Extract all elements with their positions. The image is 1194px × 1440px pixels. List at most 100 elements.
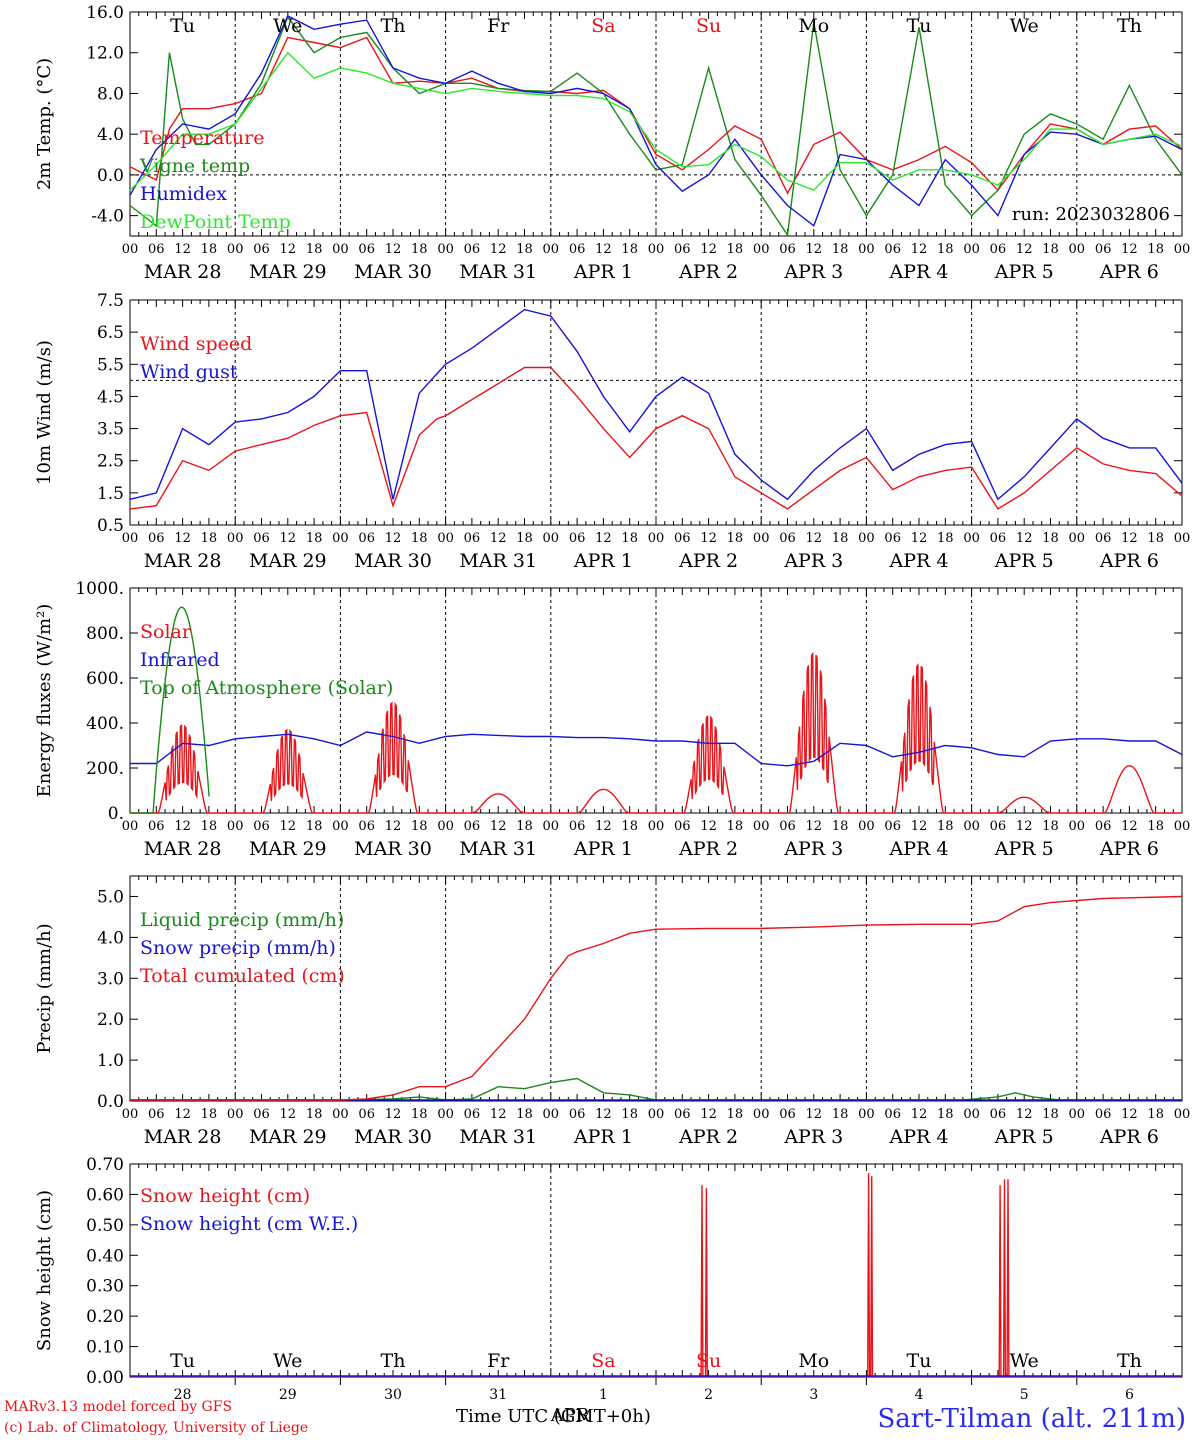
panel-precip <box>129 875 1183 1102</box>
hour-tick-label: 00 <box>753 531 770 546</box>
date-label: APR 2 <box>678 838 738 860</box>
hour-tick-label: 00 <box>543 531 560 546</box>
hour-tick-label: 18 <box>1147 819 1164 834</box>
hour-tick-label: 12 <box>385 531 402 546</box>
hour-tick-label: 18 <box>411 531 428 546</box>
weekday-label: Sa <box>591 15 615 37</box>
date-label: MAR 28 <box>144 550 222 572</box>
y-tick-label: 0.30 <box>86 1277 124 1297</box>
weekday-label: We <box>1010 15 1039 37</box>
weekday-label: Tu <box>907 1350 932 1372</box>
month-label: APR <box>550 1405 590 1426</box>
hour-tick-label: 12 <box>490 1107 507 1122</box>
hour-tick-label: 06 <box>884 1107 901 1122</box>
hour-tick-label: 12 <box>700 819 717 834</box>
hour-tick-label: 12 <box>700 531 717 546</box>
hour-tick-label: 12 <box>490 242 507 257</box>
legend-entry: Infrared <box>140 649 220 671</box>
hour-tick-label: 12 <box>595 242 612 257</box>
hour-tick-label: 18 <box>306 242 323 257</box>
date-label: APR 3 <box>783 261 843 283</box>
hour-tick-label: 00 <box>963 242 980 257</box>
weekday-label: We <box>1010 1350 1039 1372</box>
hour-tick-label: 06 <box>464 242 481 257</box>
hour-tick-label: 18 <box>937 531 954 546</box>
legend-entry: Snow height (cm) <box>140 1185 310 1207</box>
hour-tick-label: 06 <box>253 531 270 546</box>
hour-tick-label: 18 <box>516 1107 533 1122</box>
legend-entry: Humidex <box>140 183 227 205</box>
hour-tick-label: 18 <box>1147 531 1164 546</box>
hour-tick-label: 00 <box>122 242 139 257</box>
hour-tick-label: 18 <box>306 1107 323 1122</box>
weekday-label: We <box>273 1350 302 1372</box>
date-label: MAR 30 <box>354 1126 432 1148</box>
hour-tick-label: 00 <box>648 1107 665 1122</box>
weekday-label: Th <box>1117 1350 1142 1372</box>
hour-tick-label: 12 <box>280 242 297 257</box>
hour-tick-label: 18 <box>516 531 533 546</box>
series-line-vigne-temp <box>129 15 1183 237</box>
hour-tick-label: 00 <box>122 819 139 834</box>
y-axis-label: 10m Wind (m/s) <box>34 340 55 485</box>
date-number-label: 28 <box>174 1387 192 1403</box>
date-label: APR 5 <box>994 838 1054 860</box>
hour-tick-label: 06 <box>990 819 1007 834</box>
hour-tick-label: 12 <box>595 819 612 834</box>
hour-tick-label: 12 <box>911 819 928 834</box>
hour-tick-label: 06 <box>1095 242 1112 257</box>
hour-tick-label: 18 <box>621 242 638 257</box>
hour-tick-label: 00 <box>1174 242 1191 257</box>
date-number-label: 1 <box>599 1387 608 1403</box>
y-tick-label: -4.0 <box>91 207 124 227</box>
date-label: APR 2 <box>678 261 738 283</box>
hour-tick-label: 00 <box>963 531 980 546</box>
hour-tick-label: 18 <box>516 242 533 257</box>
hour-tick-label: 06 <box>990 242 1007 257</box>
y-tick-label: 12.0 <box>86 44 124 64</box>
hour-tick-label: 18 <box>621 531 638 546</box>
hour-tick-label: 12 <box>911 531 928 546</box>
y-tick-label: 6.5 <box>97 323 124 343</box>
series-line-top-of-atmosphere-solar- <box>130 606 210 814</box>
legend-entry: Temperature <box>140 127 264 149</box>
hour-tick-label: 00 <box>858 1107 875 1122</box>
date-label: MAR 28 <box>144 838 222 860</box>
hour-tick-label: 12 <box>174 531 191 546</box>
hour-tick-label: 06 <box>1095 1107 1112 1122</box>
y-tick-label: 8.0 <box>97 84 124 104</box>
y-axis-label: Snow height (cm) <box>34 1190 55 1351</box>
date-label: APR 6 <box>1099 550 1159 572</box>
y-tick-label: 200. <box>86 759 124 779</box>
y-tick-label: 7.5 <box>97 291 124 311</box>
panel-wind <box>129 299 1183 526</box>
hour-tick-label: 18 <box>1042 1107 1059 1122</box>
weekday-label: Tu <box>170 15 195 37</box>
hour-tick-label: 18 <box>937 242 954 257</box>
date-label: MAR 28 <box>144 261 222 283</box>
date-number-label: 31 <box>489 1387 507 1403</box>
date-label: MAR 29 <box>249 550 327 572</box>
hour-tick-label: 00 <box>858 531 875 546</box>
series-line-solar <box>130 651 1182 814</box>
hour-tick-label: 06 <box>990 1107 1007 1122</box>
y-axis-label: 2m Temp. (°C) <box>34 58 55 190</box>
y-tick-label: 0. <box>108 804 124 824</box>
x-axis-title: Time UTC (GMT+0h) <box>456 1406 651 1427</box>
date-number-label: 4 <box>915 1387 924 1403</box>
hour-tick-label: 00 <box>332 1107 349 1122</box>
hour-tick-label: 12 <box>280 819 297 834</box>
series-line-infrared <box>130 731 1183 767</box>
series-line-snow-height-cm- <box>130 1173 1182 1378</box>
date-label: MAR 31 <box>459 838 537 860</box>
legend-entry: Total cumulated (cm) <box>140 965 345 987</box>
hour-tick-label: 12 <box>490 819 507 834</box>
hour-tick-label: 12 <box>700 242 717 257</box>
date-label: MAR 29 <box>249 261 327 283</box>
weekday-label: We <box>273 15 302 37</box>
hour-tick-label: 00 <box>1069 1107 1086 1122</box>
y-tick-label: 400. <box>86 714 124 734</box>
y-tick-label: 0.20 <box>86 1307 124 1327</box>
date-label: MAR 30 <box>354 261 432 283</box>
hour-tick-label: 00 <box>437 242 454 257</box>
